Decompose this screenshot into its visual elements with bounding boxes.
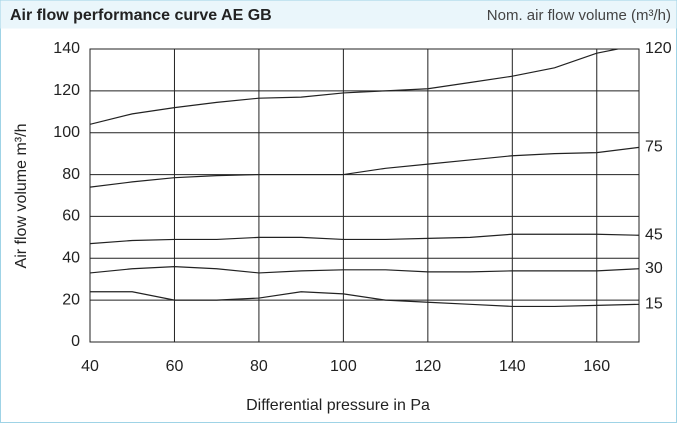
x-tick-label: 60: [166, 358, 184, 375]
series-label: 45: [645, 226, 663, 243]
x-tick-label: 100: [330, 358, 357, 375]
header-band: [0, 0, 677, 29]
x-tick-label: 140: [499, 358, 526, 375]
series-line: [90, 146, 639, 188]
series-label: 75: [645, 139, 663, 156]
y-tick-label: 120: [53, 82, 80, 99]
series-line: [90, 49, 621, 125]
y-tick-label: 100: [53, 124, 80, 141]
series-line: [90, 233, 639, 245]
y-axis-label: Air flow volume m³/h: [13, 124, 30, 269]
y-tick-label: 60: [62, 208, 80, 225]
y-tick-label: 40: [62, 250, 80, 267]
series-label: 30: [645, 260, 663, 277]
y-tick-label: 80: [62, 166, 80, 183]
series-line: [90, 266, 639, 274]
x-tick-label: 160: [583, 358, 610, 375]
chart-subtitle: Nom. air flow volume (m³/h): [487, 7, 671, 24]
chart-title: Air flow performance curve AE GB: [10, 7, 272, 24]
series-label: 120: [645, 40, 672, 57]
series-label: 15: [645, 296, 663, 313]
x-tick-label: 80: [250, 358, 268, 375]
y-tick-label: 20: [62, 291, 80, 308]
x-axis-label: Differential pressure in Pa: [246, 397, 430, 414]
y-tick-label: 140: [53, 40, 80, 57]
x-tick-label: 120: [414, 358, 441, 375]
y-tick-label: 0: [71, 333, 80, 350]
x-tick-label: 40: [81, 358, 99, 375]
series-line: [90, 291, 639, 308]
